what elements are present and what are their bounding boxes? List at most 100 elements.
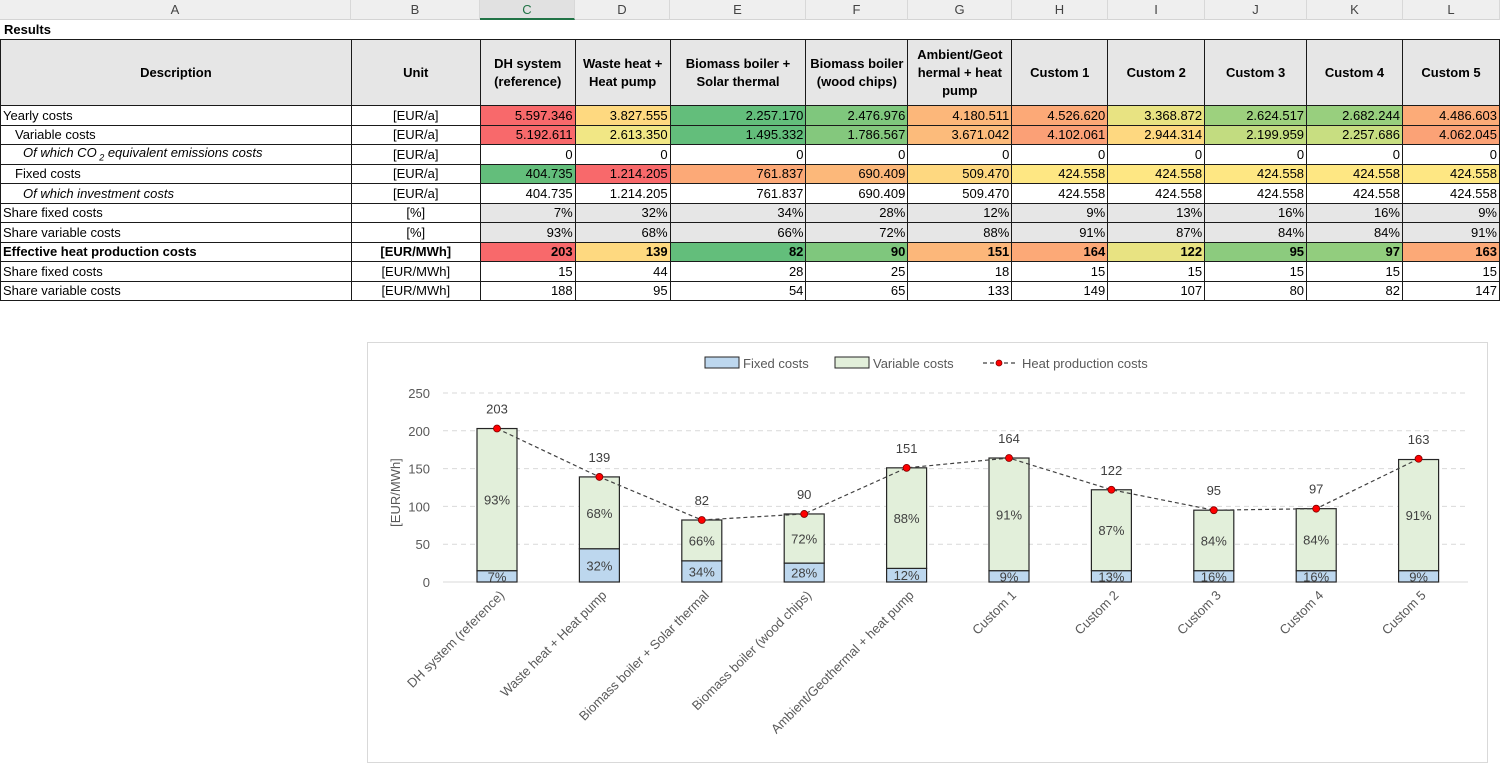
value-cell[interactable]: 151 xyxy=(907,241,1013,262)
value-cell[interactable]: 509.470 xyxy=(907,183,1013,204)
column-header-f[interactable]: F xyxy=(806,0,908,20)
value-cell[interactable]: 690.409 xyxy=(805,163,909,184)
row-label[interactable]: Yearly costs xyxy=(0,105,352,126)
value-cell[interactable]: 107 xyxy=(1107,280,1206,301)
value-cell[interactable]: 424.558 xyxy=(1306,183,1403,204)
value-cell[interactable]: 15 xyxy=(1011,261,1109,282)
value-cell[interactable]: 72% xyxy=(805,222,909,243)
header-scenario[interactable]: Custom 2 xyxy=(1107,39,1206,106)
value-cell[interactable]: 15 xyxy=(1107,261,1206,282)
value-cell[interactable]: 0 xyxy=(479,144,576,165)
value-cell[interactable]: 2.624.517 xyxy=(1204,105,1308,126)
value-cell[interactable]: 18 xyxy=(907,261,1013,282)
value-cell[interactable]: 3.827.555 xyxy=(574,105,671,126)
row-label[interactable]: Variable costs xyxy=(0,124,352,145)
header-scenario[interactable]: Custom 4 xyxy=(1306,39,1403,106)
row-unit[interactable]: [%] xyxy=(350,222,481,243)
value-cell[interactable]: 16% xyxy=(1306,202,1403,223)
value-cell[interactable]: 12% xyxy=(907,202,1013,223)
row-unit[interactable]: [EUR/MWh] xyxy=(350,241,481,262)
header-scenario[interactable]: Custom 1 xyxy=(1011,39,1109,106)
value-cell[interactable]: 25 xyxy=(805,261,909,282)
value-cell[interactable]: 2.257.686 xyxy=(1306,124,1403,145)
row-label[interactable]: Share variable costs xyxy=(0,280,352,301)
value-cell[interactable]: 2.613.350 xyxy=(574,124,671,145)
value-cell[interactable]: 1.495.332 xyxy=(669,124,807,145)
value-cell[interactable]: 13% xyxy=(1107,202,1206,223)
value-cell[interactable]: 28% xyxy=(805,202,909,223)
row-unit[interactable]: [EUR/MWh] xyxy=(350,280,481,301)
value-cell[interactable]: 424.558 xyxy=(1401,163,1500,184)
value-cell[interactable]: 4.102.061 xyxy=(1011,124,1109,145)
cost-chart[interactable]: 0 50 100 150 200 250 [EUR/MWh] 7% 93% DH system (… xyxy=(367,342,1488,763)
value-cell[interactable]: 163 xyxy=(1401,241,1500,262)
value-cell[interactable]: 122 xyxy=(1107,241,1206,262)
value-cell[interactable]: 424.558 xyxy=(1011,183,1109,204)
value-cell[interactable]: 44 xyxy=(574,261,671,282)
value-cell[interactable]: 0 xyxy=(1401,144,1500,165)
value-cell[interactable]: 404.735 xyxy=(479,163,576,184)
value-cell[interactable]: 188 xyxy=(479,280,576,301)
value-cell[interactable]: 15 xyxy=(479,261,576,282)
value-cell[interactable]: 84% xyxy=(1204,222,1308,243)
value-cell[interactable]: 0 xyxy=(1306,144,1403,165)
value-cell[interactable]: 15 xyxy=(1401,261,1500,282)
value-cell[interactable]: 4.526.620 xyxy=(1011,105,1109,126)
value-cell[interactable]: 424.558 xyxy=(1107,183,1206,204)
value-cell[interactable]: 34% xyxy=(669,202,807,223)
value-cell[interactable]: 95 xyxy=(574,280,671,301)
value-cell[interactable]: 54 xyxy=(669,280,807,301)
value-cell[interactable]: 424.558 xyxy=(1306,163,1403,184)
value-cell[interactable]: 0 xyxy=(574,144,671,165)
value-cell[interactable]: 5.192.611 xyxy=(479,124,576,145)
value-cell[interactable]: 133 xyxy=(907,280,1013,301)
value-cell[interactable]: 0 xyxy=(805,144,909,165)
value-cell[interactable]: 91% xyxy=(1011,222,1109,243)
value-cell[interactable]: 68% xyxy=(574,222,671,243)
row-unit[interactable]: [EUR/a] xyxy=(350,105,481,126)
row-label[interactable]: Effective heat production costs xyxy=(0,241,352,262)
value-cell[interactable]: 93% xyxy=(479,222,576,243)
value-cell[interactable]: 2.944.314 xyxy=(1107,124,1206,145)
value-cell[interactable]: 424.558 xyxy=(1204,183,1308,204)
value-cell[interactable]: 82 xyxy=(1306,280,1403,301)
column-header-h[interactable]: H xyxy=(1012,0,1108,20)
value-cell[interactable]: 7% xyxy=(479,202,576,223)
row-unit[interactable]: [EUR/a] xyxy=(350,144,481,165)
row-unit[interactable]: [EUR/a] xyxy=(350,183,481,204)
value-cell[interactable]: 0 xyxy=(669,144,807,165)
value-cell[interactable]: 690.409 xyxy=(805,183,909,204)
value-cell[interactable]: 90 xyxy=(805,241,909,262)
value-cell[interactable]: 16% xyxy=(1204,202,1308,223)
value-cell[interactable]: 424.558 xyxy=(1011,163,1109,184)
value-cell[interactable]: 4.486.603 xyxy=(1401,105,1500,126)
value-cell[interactable]: 5.597.346 xyxy=(479,105,576,126)
value-cell[interactable]: 1.214.205 xyxy=(574,183,671,204)
column-header-d[interactable]: D xyxy=(575,0,670,20)
value-cell[interactable]: 95 xyxy=(1204,241,1308,262)
value-cell[interactable]: 84% xyxy=(1306,222,1403,243)
column-header-g[interactable]: G xyxy=(908,0,1012,20)
value-cell[interactable]: 15 xyxy=(1306,261,1403,282)
value-cell[interactable]: 66% xyxy=(669,222,807,243)
value-cell[interactable]: 139 xyxy=(574,241,671,262)
column-header-l[interactable]: L xyxy=(1403,0,1500,20)
header-scenario[interactable]: Waste heat + Heat pump xyxy=(574,39,671,106)
value-cell[interactable]: 761.837 xyxy=(669,183,807,204)
value-cell[interactable]: 82 xyxy=(669,241,807,262)
value-cell[interactable]: 28 xyxy=(669,261,807,282)
row-label[interactable]: Of which investment costs xyxy=(0,183,352,204)
column-header-j[interactable]: J xyxy=(1205,0,1307,20)
row-unit[interactable]: [EUR/a] xyxy=(350,163,481,184)
value-cell[interactable]: 9% xyxy=(1011,202,1109,223)
value-cell[interactable]: 424.558 xyxy=(1401,183,1500,204)
row-label[interactable]: Of which CO 2 equivalent emissions costs xyxy=(0,144,352,165)
header-scenario[interactable]: Ambient/Geot hermal + heat pump xyxy=(907,39,1013,106)
value-cell[interactable]: 80 xyxy=(1204,280,1308,301)
column-header-a[interactable]: A xyxy=(0,0,351,20)
value-cell[interactable]: 32% xyxy=(574,202,671,223)
value-cell[interactable]: 4.180.511 xyxy=(907,105,1013,126)
value-cell[interactable]: 2.199.959 xyxy=(1204,124,1308,145)
header-unit[interactable]: Unit xyxy=(350,39,481,106)
column-header-c[interactable]: C xyxy=(480,0,575,20)
